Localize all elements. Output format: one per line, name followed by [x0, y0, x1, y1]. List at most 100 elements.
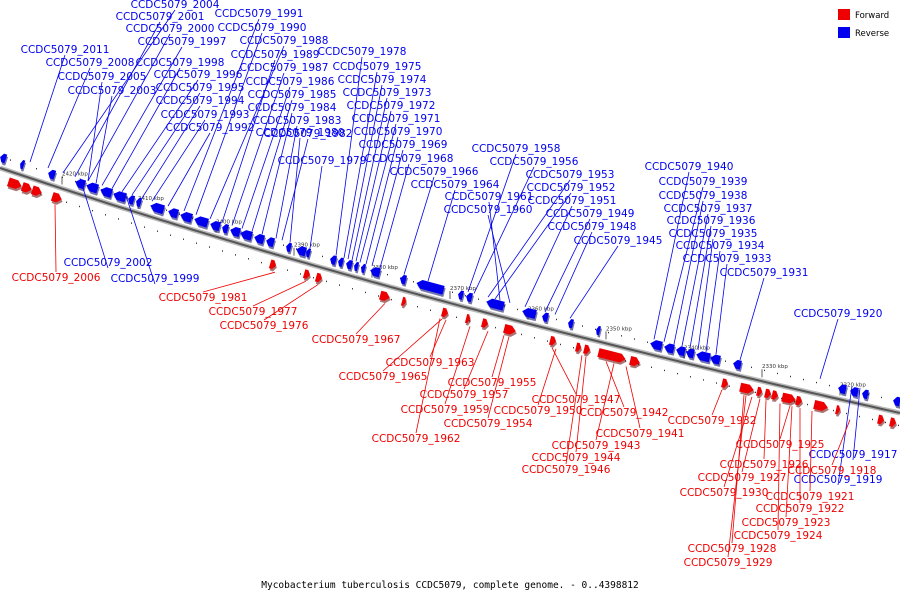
gene-label: CCDC5079_1958 — [472, 143, 561, 155]
gene-body — [254, 234, 266, 245]
minor-tick — [127, 197, 128, 199]
tick-label: 2320 kbp — [840, 382, 866, 388]
minor-tick — [677, 372, 678, 375]
label-connector — [87, 81, 103, 182]
gene-body — [522, 307, 537, 319]
minor-tick — [686, 351, 687, 353]
reverse-gene — [733, 359, 743, 372]
gene-label: CCDC5079_1927 — [698, 472, 787, 484]
gene-label: CCDC5079_1940 — [645, 161, 734, 173]
minor-tick — [283, 244, 284, 246]
gene-body — [86, 182, 100, 194]
minor-tick — [430, 309, 431, 311]
gene-label: CCDC5079_1981 — [159, 292, 248, 304]
gene-body — [739, 382, 754, 394]
label-connector — [831, 419, 851, 466]
minor-tick — [322, 255, 323, 258]
gene-body — [795, 395, 802, 406]
minor-tick — [755, 391, 756, 394]
gene-body — [850, 387, 859, 397]
legend-reverse-label: Reverse — [855, 29, 889, 39]
minor-tick — [10, 159, 11, 161]
label-connector — [852, 387, 861, 461]
label-connector — [544, 218, 591, 313]
gene-body — [574, 342, 581, 352]
label-connector — [275, 125, 298, 239]
reverse-gene — [20, 160, 27, 172]
gene-body — [314, 272, 322, 283]
label-connector — [335, 56, 363, 256]
label-connector — [663, 186, 704, 342]
minor-tick — [387, 273, 388, 276]
gene-body — [400, 296, 406, 306]
label-connector — [605, 361, 625, 408]
reverse-gene — [542, 312, 550, 325]
minor-tick — [582, 325, 583, 327]
label-connector — [151, 119, 206, 202]
reverse-gene — [128, 195, 137, 208]
label-connector — [444, 326, 471, 405]
reverse-gene — [338, 257, 346, 270]
gene-body — [168, 208, 180, 219]
minor-tick — [196, 242, 197, 244]
gene-body — [877, 414, 884, 425]
minor-tick — [898, 424, 899, 427]
minor-tick — [287, 269, 288, 271]
gene-label: CCDC5079_1924 — [734, 530, 823, 542]
gene-body — [346, 259, 354, 270]
reverse-gene — [113, 191, 128, 205]
label-connector — [74, 21, 161, 177]
label-connector — [565, 355, 583, 465]
gene-body — [676, 346, 686, 357]
label-connector — [524, 205, 573, 307]
reverse-gene — [266, 237, 276, 250]
gene-body — [230, 226, 242, 238]
minor-tick — [556, 318, 557, 321]
gene-body — [330, 255, 338, 265]
gene-label: CCDC5079_1937 — [664, 203, 753, 215]
minor-tick — [751, 366, 752, 369]
label-connector — [595, 363, 615, 441]
minor-tick — [92, 209, 93, 212]
minor-tick — [521, 333, 522, 336]
gene-body — [50, 192, 62, 203]
gene-label: CCDC5079_1946 — [522, 464, 611, 476]
map-caption: Mycobacterium tuberculosis CCDC5079, com… — [261, 580, 639, 591]
gene-label: CCDC5079_1989 — [231, 49, 320, 61]
gene-body — [464, 313, 470, 324]
gene-body — [686, 348, 695, 359]
label-connector — [723, 396, 753, 488]
gene-body — [416, 279, 445, 295]
forward-gene — [721, 378, 729, 391]
gene-label: CCDC5079_2006 — [12, 272, 101, 284]
gene-label: CCDC5079_1926 — [720, 459, 809, 471]
tick-label: 2330 kbp — [762, 364, 788, 370]
minor-tick — [417, 306, 418, 308]
label-connector — [473, 166, 535, 294]
label-connector — [281, 138, 309, 241]
label-connector — [415, 318, 441, 434]
gene-label: CCDC5079_1969 — [359, 139, 448, 151]
gene-body — [306, 248, 312, 258]
gene-label: CCDC5079_2001 — [116, 11, 205, 23]
forward-gene — [6, 177, 23, 192]
label-connector — [681, 213, 709, 347]
minor-tick — [885, 421, 886, 424]
gene-label: CCDC5079_1949 — [546, 208, 635, 220]
gene-body — [466, 292, 474, 303]
gene-body — [756, 386, 762, 397]
legend-forward-swatch — [838, 9, 850, 20]
reverse-gene — [416, 279, 446, 297]
gene-label: CCDC5079_1960 — [444, 204, 533, 216]
gene-body — [75, 178, 87, 190]
gene-body — [194, 216, 210, 228]
label-connector — [62, 9, 176, 174]
gene-body — [150, 202, 166, 215]
gene-body — [20, 182, 32, 193]
gene-body — [813, 400, 828, 411]
reverse-gene — [686, 348, 696, 361]
forward-gene — [739, 382, 755, 396]
gene-body — [180, 212, 194, 223]
minor-tick — [664, 369, 665, 372]
label-connector — [79, 178, 109, 269]
